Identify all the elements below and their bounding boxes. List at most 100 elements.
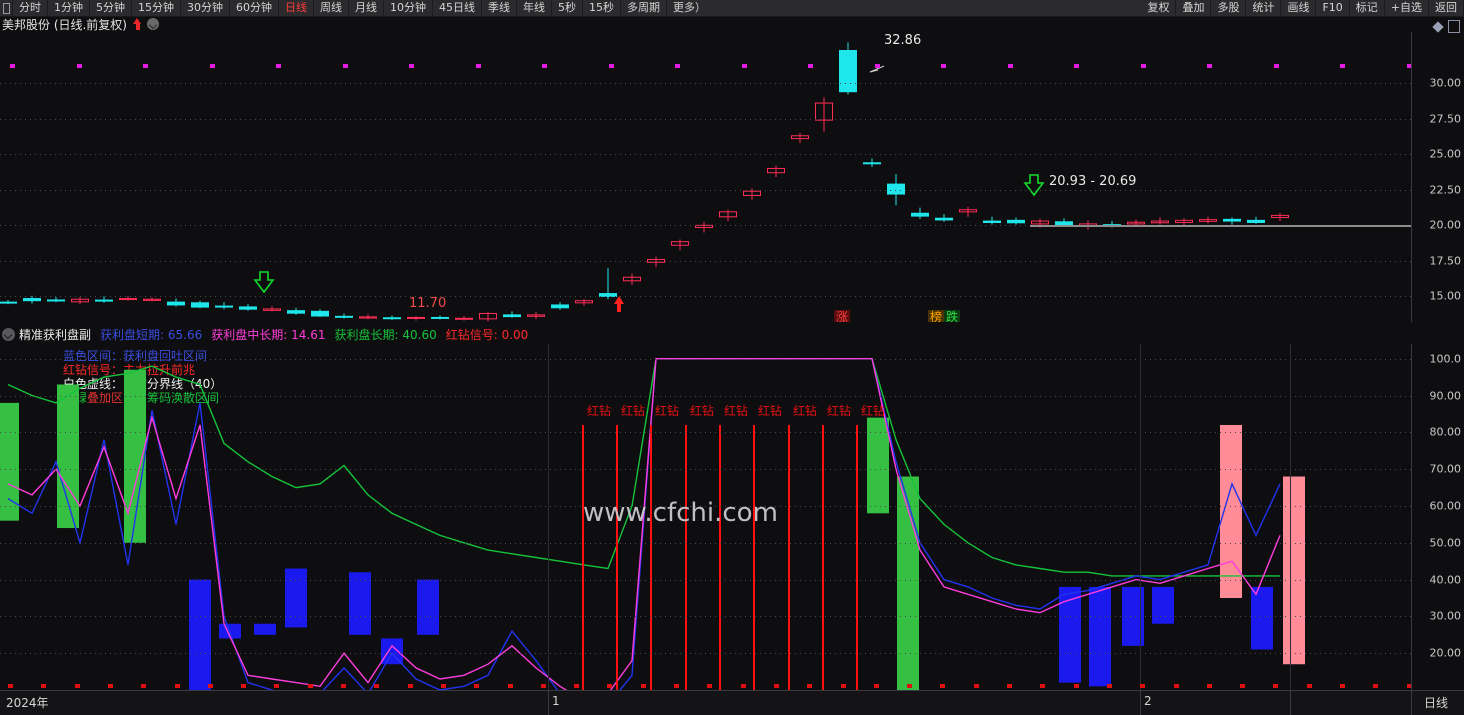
price-axis: 30.00 27.50 25.00 22.50 20.00 17.50 15.00: [1411, 32, 1464, 322]
marker-dot: [307, 684, 313, 688]
candle: [599, 267, 617, 300]
marker-dot: [241, 684, 247, 688]
indicator-collapse-icon[interactable]: [2, 327, 15, 341]
tool-item-8[interactable]: 返回: [1429, 0, 1464, 16]
period-item-2[interactable]: 5分钟: [90, 0, 132, 16]
marker-dot: [873, 684, 879, 688]
candle: [1199, 216, 1217, 224]
marker-dot: [8, 684, 13, 688]
period-item-9[interactable]: 10分钟: [384, 0, 433, 16]
period-item-0[interactable]: 分时: [13, 0, 48, 16]
period-item-16[interactable]: 更多）: [673, 1, 706, 14]
candlestick-series: [0, 42, 1289, 322]
marker-dot: [1240, 684, 1246, 688]
gridline: [0, 653, 1411, 655]
period-item-14[interactable]: 15秒: [583, 0, 621, 16]
arrow-up-icon: [133, 18, 142, 30]
candle: [575, 299, 593, 306]
period-item-13[interactable]: 5秒: [552, 0, 583, 16]
indicator-chart-panel[interactable]: 红钻 红钻 红钻 红钻 红钻 红钻 红钻 红钻 红钻: [0, 344, 1411, 690]
indicator-bar: [1220, 424, 1242, 598]
marker-dot: [409, 64, 414, 68]
marker-dot: [407, 684, 413, 688]
marker-dot: [1007, 64, 1013, 68]
period-item-5[interactable]: 60分钟: [230, 0, 279, 16]
tool-item-4[interactable]: 画线: [1281, 0, 1317, 16]
marker-dot: [808, 64, 813, 68]
marker-dot: [209, 64, 215, 68]
period-item-4[interactable]: 30分钟: [181, 0, 230, 16]
price-tick-1: 27.50: [1429, 112, 1462, 126]
panel-separator: [548, 344, 549, 690]
price-tick-4: 20.00: [1429, 218, 1462, 232]
marker-dot: [773, 684, 779, 688]
sell-arrow-icon-2: [1023, 174, 1045, 197]
diamond-icon[interactable]: [1432, 20, 1444, 33]
candle: [455, 316, 473, 321]
marker-dot: [1140, 64, 1146, 68]
marker-dot: [10, 64, 15, 68]
candle: [1175, 218, 1193, 227]
readout-short-label: 获利盘短期:: [100, 327, 165, 342]
indicator-axis: 100.0 90.00 80.00 70.00 60.00 50.00 40.00 30.00…: [1411, 344, 1464, 690]
tool-item-2[interactable]: 多股: [1211, 0, 1247, 16]
period-item-15[interactable]: 多周期: [621, 0, 667, 16]
price-chart-panel[interactable]: 32.86 11.70 20.93 - 20.69 涨 榜跌: [0, 32, 1411, 322]
candle: [911, 207, 929, 219]
gridline: [0, 505, 1411, 507]
watermark: www.cfchi.com: [583, 498, 778, 528]
indicator-bar: [1283, 476, 1305, 665]
tool-item-5[interactable]: F10: [1316, 0, 1350, 16]
marker-dot: [1073, 684, 1079, 688]
marker-dot: [1040, 684, 1046, 688]
period-item-10[interactable]: 45日线: [433, 0, 482, 16]
marker-dot: [276, 64, 281, 68]
indicator-tick-4: 60.00: [1429, 499, 1462, 513]
readout-long-value: 40.60: [402, 327, 437, 342]
period-item-12[interactable]: 年线: [517, 0, 552, 16]
gridline: [0, 189, 1411, 191]
indicator-bar: [381, 638, 403, 665]
tool-item-1[interactable]: 叠加: [1176, 0, 1212, 16]
period-item-3[interactable]: 15分钟: [132, 0, 181, 16]
candle: [431, 315, 449, 320]
candle: [95, 296, 113, 303]
period-item-11[interactable]: 季线: [482, 0, 517, 16]
tool-item-7[interactable]: +自选: [1385, 0, 1429, 16]
readout-short-value: 65.66: [167, 327, 203, 342]
marker-dot: [1273, 684, 1279, 688]
date-tick-2: 2: [1144, 694, 1152, 708]
price-tick-2: 25.00: [1429, 147, 1462, 161]
candle: [167, 298, 185, 307]
candle: [239, 304, 257, 311]
candle: [551, 302, 569, 310]
tool-item-6[interactable]: 标记: [1350, 0, 1385, 16]
candle: [815, 97, 833, 132]
tool-item-0[interactable]: 复权: [1141, 0, 1177, 16]
candle: [767, 165, 785, 177]
marker-dot: [607, 684, 613, 688]
period-item-6[interactable]: 日线: [279, 0, 314, 16]
gridline: [0, 358, 1411, 360]
period-item-7[interactable]: 周线: [314, 0, 349, 16]
sell-arrow-icon: [253, 271, 275, 294]
maximize-icon[interactable]: [1448, 20, 1460, 33]
marker-dot: [1074, 64, 1079, 68]
indicator-bar: [57, 384, 79, 529]
chevron-down-circle-icon[interactable]: [147, 18, 159, 30]
marker-dot: [274, 684, 280, 688]
red-diamond-signal-label-0: 红钻: [587, 404, 612, 419]
chart-badge-0: 涨: [834, 310, 851, 322]
marker-dot: [1306, 684, 1312, 688]
indicator-tick-6: 40.00: [1429, 573, 1462, 587]
buy-arrow-icon: [614, 296, 624, 312]
chart-title-bar: 美邦股份 (日线.前复权): [0, 16, 1464, 32]
indicator-tick-2: 80.00: [1429, 425, 1462, 439]
red-diamond-signal-label-7: 红钻: [827, 404, 852, 419]
indicator-line: [7, 357, 1281, 690]
period-item-8[interactable]: 月线: [349, 0, 384, 16]
tool-item-3[interactable]: 统计: [1246, 0, 1282, 16]
period-item-1[interactable]: 1分钟: [48, 0, 90, 16]
candle: [647, 256, 665, 268]
price-reference-line: [1030, 225, 1411, 228]
